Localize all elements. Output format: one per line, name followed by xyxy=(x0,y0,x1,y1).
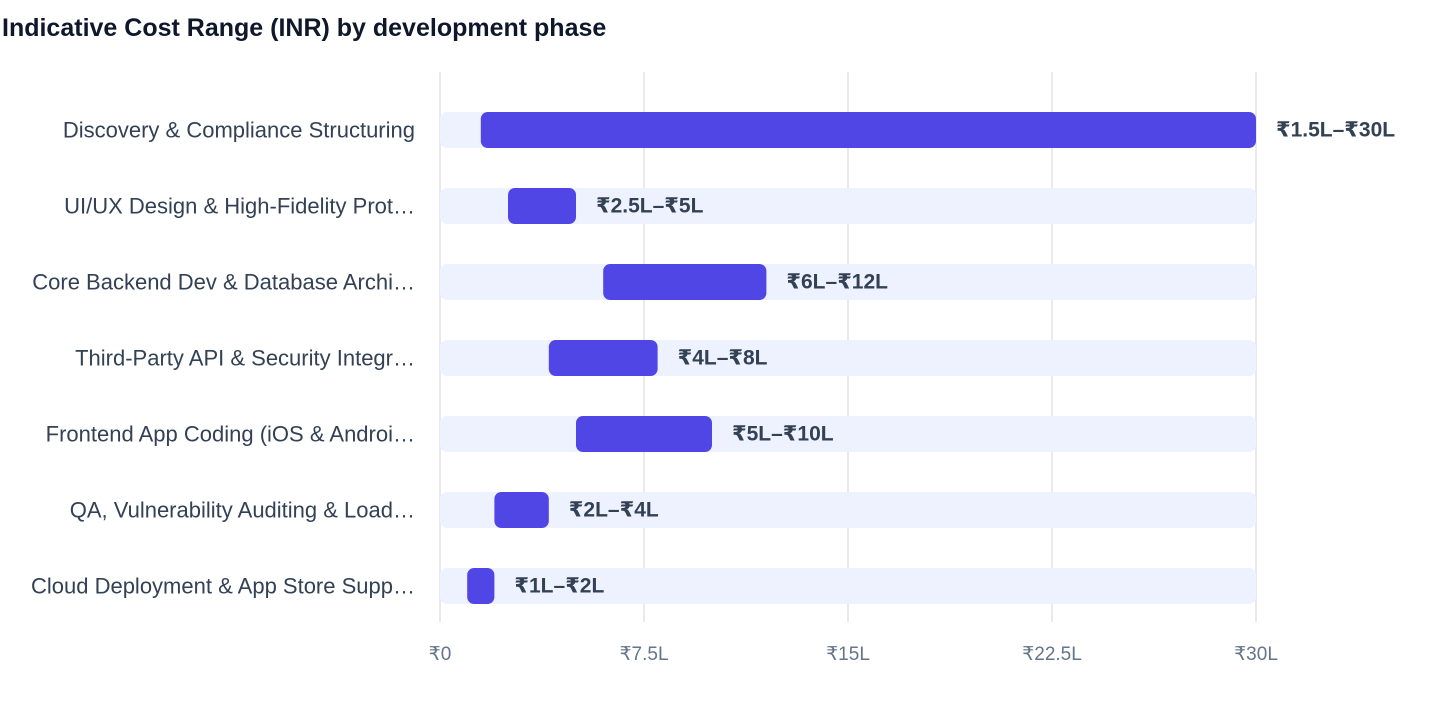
bar-track-5 xyxy=(440,492,1256,528)
x-tick-label-4: ₹30L xyxy=(1234,644,1278,665)
x-tick-label-3: ₹22.5L xyxy=(1022,644,1082,665)
x-tick-label-0: ₹0 xyxy=(429,644,452,665)
x-tick-label-2: ₹15L xyxy=(826,644,870,665)
bar-track-1 xyxy=(440,188,1256,224)
category-label-5: QA, Vulnerability Auditing & Load… xyxy=(70,498,415,523)
category-label-2: Core Backend Dev & Database Archi… xyxy=(32,270,415,295)
range-bars xyxy=(467,112,1256,604)
category-label-0: Discovery & Compliance Structuring xyxy=(63,118,415,143)
x-axis-ticks: ₹0 ₹7.5L ₹15L ₹22.5L ₹30L xyxy=(429,644,1278,665)
range-bar-4[interactable] xyxy=(576,416,712,452)
range-bar-5[interactable] xyxy=(494,492,549,528)
category-label-1: UI/UX Design & High-Fidelity Prot… xyxy=(64,194,415,219)
value-label-1: ₹2.5L–₹5L xyxy=(596,195,704,218)
chart-title: Indicative Cost Range (INR) by developme… xyxy=(2,14,607,42)
category-label-3: Third-Party API & Security Integr… xyxy=(75,346,415,371)
range-bar-1[interactable] xyxy=(508,188,576,224)
range-bar-2[interactable] xyxy=(603,264,767,300)
range-bar-0[interactable] xyxy=(480,112,1256,148)
range-bar-3[interactable] xyxy=(548,340,658,376)
bar-track-4 xyxy=(440,416,1256,452)
value-label-5: ₹2L–₹4L xyxy=(569,499,659,522)
category-label-4: Frontend App Coding (iOS & Androi… xyxy=(46,422,415,447)
bar-track-6 xyxy=(440,568,1256,604)
range-bar-6[interactable] xyxy=(467,568,495,604)
value-label-3: ₹4L–₹8L xyxy=(678,347,768,370)
x-tick-label-1: ₹7.5L xyxy=(619,644,668,665)
category-labels: Discovery & Compliance Structuring UI/UX … xyxy=(31,118,415,599)
category-label-6: Cloud Deployment & App Store Supp… xyxy=(31,574,415,599)
value-labels: ₹1.5L–₹30L ₹2.5L–₹5L ₹6L–₹12L ₹4L–₹8L ₹5L–₹1… xyxy=(514,119,1395,598)
value-label-0: ₹1.5L–₹30L xyxy=(1276,119,1395,142)
value-label-6: ₹1L–₹2L xyxy=(514,575,604,598)
value-label-4: ₹5L–₹10L xyxy=(732,423,834,446)
value-label-2: ₹6L–₹12L xyxy=(786,271,888,294)
